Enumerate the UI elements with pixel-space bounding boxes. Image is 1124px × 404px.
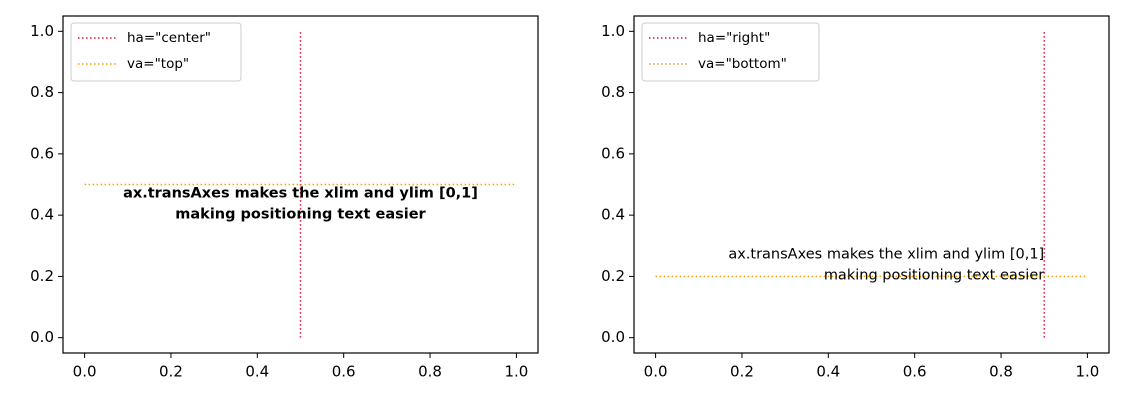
legend-box — [70, 22, 242, 82]
y-tick-label: 0.4 — [30, 206, 54, 224]
axes-frame — [633, 15, 1110, 354]
x-tick-label: 0.2 — [159, 363, 183, 381]
axes-frame — [62, 15, 539, 354]
x-tick-label: 0.4 — [245, 363, 269, 381]
y-tick-label: 0.0 — [30, 328, 54, 346]
x-tick-label: 0.8 — [418, 363, 442, 381]
y-tick-label: 0.0 — [601, 328, 625, 346]
x-tick-label: 1.0 — [1075, 363, 1099, 381]
x-tick-label: 0.6 — [903, 363, 927, 381]
y-tick-label: 0.4 — [601, 206, 625, 224]
annotation: making positioning text easier — [175, 207, 426, 223]
legend-label: va="top" — [127, 56, 189, 72]
y-tick-label: 1.0 — [601, 22, 625, 40]
x-tick-label: 0.8 — [989, 363, 1013, 381]
x-tick-label: 0.6 — [332, 363, 356, 381]
x-tick-label: 0.0 — [644, 363, 668, 381]
legend-label: ha="right" — [698, 30, 770, 46]
y-tick-label: 0.8 — [30, 83, 54, 101]
y-tick-label: 1.0 — [30, 22, 54, 40]
legend-label: va="bottom" — [698, 56, 787, 72]
legend-label: ha="center" — [127, 30, 211, 46]
annotation: ax.transAxes makes the xlim and ylim [0,… — [728, 246, 1044, 262]
x-tick-label: 0.4 — [816, 363, 840, 381]
annotation: making positioning text easier — [824, 267, 1044, 283]
y-tick-label: 0.6 — [30, 144, 54, 162]
x-tick-label: 0.2 — [730, 363, 754, 381]
y-tick-label: 0.8 — [601, 83, 625, 101]
y-tick-label: 0.2 — [30, 267, 54, 285]
x-tick-label: 0.0 — [73, 363, 97, 381]
annotation: ax.transAxes makes the xlim and ylim [0,… — [123, 186, 478, 202]
y-tick-label: 0.2 — [601, 267, 625, 285]
y-tick-label: 0.6 — [601, 144, 625, 162]
x-tick-label: 1.0 — [504, 363, 528, 381]
